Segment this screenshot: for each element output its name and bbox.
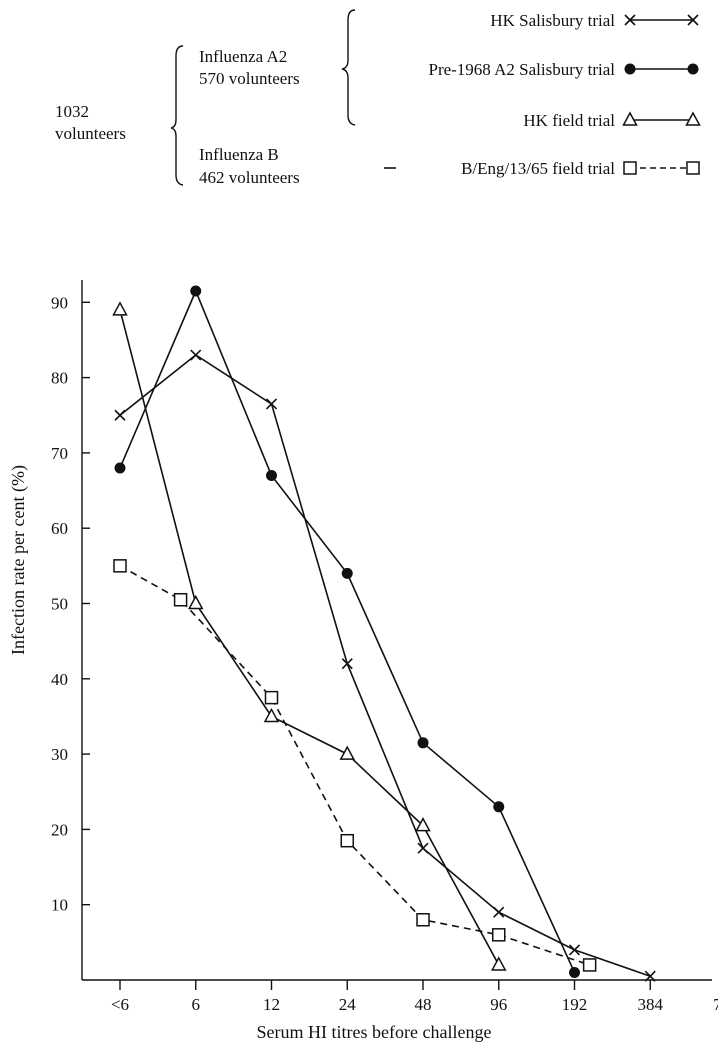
y-tick-label: 50 [51,595,68,614]
data-point-b-eng-13-65-field-trial [173,592,188,607]
data-point-hk-field-trial [339,745,356,760]
series-line-pre-1968-a2-salisbury-trial [119,288,576,973]
data-point-hk-field-trial [263,707,280,723]
x-tick-label: 192 [562,995,588,1014]
data-point-pre-1968-a2-salisbury-trial [190,285,202,297]
x-ticks: <6 6 12 24 48 96 192 384 768 [111,980,718,1014]
data-point-hk-salisbury-trial [190,349,202,361]
legend-marker-hk-field-trial [622,111,638,126]
x-tick-label: 48 [415,995,432,1014]
legend-header: 1032 volunteers Influenza A2 570 volunte… [55,9,396,187]
data-point-hk-field-trial [415,817,431,832]
data-point-hk-field-trial [490,956,507,971]
y-tick-label: 60 [51,519,68,538]
legend-marker-hk-salisbury-trial [624,14,636,26]
data-point-pre-1968-a2-salisbury-trial [266,469,277,481]
y-axis-title: Infection rate per cent (%) [8,465,29,655]
data-point-b-eng-13-65-field-trial [340,833,354,848]
y-tick-label: 30 [51,745,68,764]
group-b-name: Influenza B [199,145,279,164]
axes [81,280,712,981]
legend-marker-pre-1968-a2-salisbury-trial [624,63,636,75]
data-point-hk-salisbury-trial [568,944,581,956]
legend-marker-hk-field-trial [685,111,701,126]
data-point-hk-salisbury-trial [114,409,126,421]
data-point-hk-salisbury-trial [265,398,278,410]
y-tick-label: 80 [51,369,68,388]
data-point-pre-1968-a2-salisbury-trial [417,737,429,749]
legend-label-hk-salisbury-trial: HK Salisbury trial [490,11,615,30]
data-point-b-eng-13-65-field-trial [264,690,279,705]
x-tick-label: <6 [111,995,129,1014]
x-tick-label: 384 [638,995,664,1014]
series-line-hk-salisbury-trial [119,354,651,977]
data-point-pre-1968-a2-salisbury-trial [569,966,580,978]
data-point-b-eng-13-65-field-trial [416,913,430,927]
data-point-pre-1968-a2-salisbury-trial [493,801,505,813]
series-line-hk-field-trial [119,309,500,966]
series-line-b-eng-13-65-field-trial [119,565,590,966]
group-b-count: 462 volunteers [199,168,300,187]
data-point-hk-salisbury-trial [341,658,353,670]
group-a-name: Influenza A2 [199,47,287,66]
x-tick-label: 96 [490,995,507,1014]
series-markers [112,285,656,982]
x-tick-label: 768 [713,995,718,1014]
total-count: 1032 [55,102,89,121]
y-tick-label: 40 [51,670,68,689]
data-point-hk-salisbury-trial [644,970,656,982]
data-point-pre-1968-a2-salisbury-trial [114,462,126,474]
outer-brace [170,45,184,186]
legend-label-hk-field-trial: HK field trial [523,111,615,130]
legend-marker-b-eng-13-65-field-trial [623,161,637,175]
data-point-pre-1968-a2-salisbury-trial [341,567,353,579]
legend-marker-b-eng-13-65-field-trial [686,161,700,175]
series-lines [119,288,651,977]
data-point-hk-salisbury-trial [493,906,505,918]
x-tick-label: 24 [339,995,357,1014]
data-point-hk-salisbury-trial [417,842,429,854]
legend-label-b-eng-13-65-field-trial: B/Eng/13/65 field trial [461,159,615,178]
legend: HK Salisbury trial Pre-1968 A2 Salisbury … [428,11,701,178]
x-tick-label: 12 [263,995,280,1014]
legend-marker-pre-1968-a2-salisbury-trial [687,63,699,75]
legend-marker-hk-salisbury-trial [687,14,699,26]
group-a-count: 570 volunteers [199,69,300,88]
x-axis-title: Serum HI titres before challenge [257,1022,492,1042]
y-tick-label: 70 [51,444,68,463]
y-tick-label: 20 [51,820,68,839]
inner-brace [341,9,356,126]
y-tick-label: 90 [51,293,68,312]
x-tick-label: 6 [192,995,201,1014]
y-ticks: 10 20 30 40 50 60 70 80 90 [51,293,90,915]
data-point-b-eng-13-65-field-trial [582,958,597,972]
legend-label-pre-1968-a2-salisbury-trial: Pre-1968 A2 Salisbury trial [428,60,615,79]
data-point-hk-field-trial [112,301,128,316]
data-point-b-eng-13-65-field-trial [492,928,506,942]
y-tick-label: 10 [51,896,68,915]
data-point-b-eng-13-65-field-trial [113,559,127,573]
total-label: volunteers [55,124,126,143]
data-point-hk-field-trial [187,594,204,610]
